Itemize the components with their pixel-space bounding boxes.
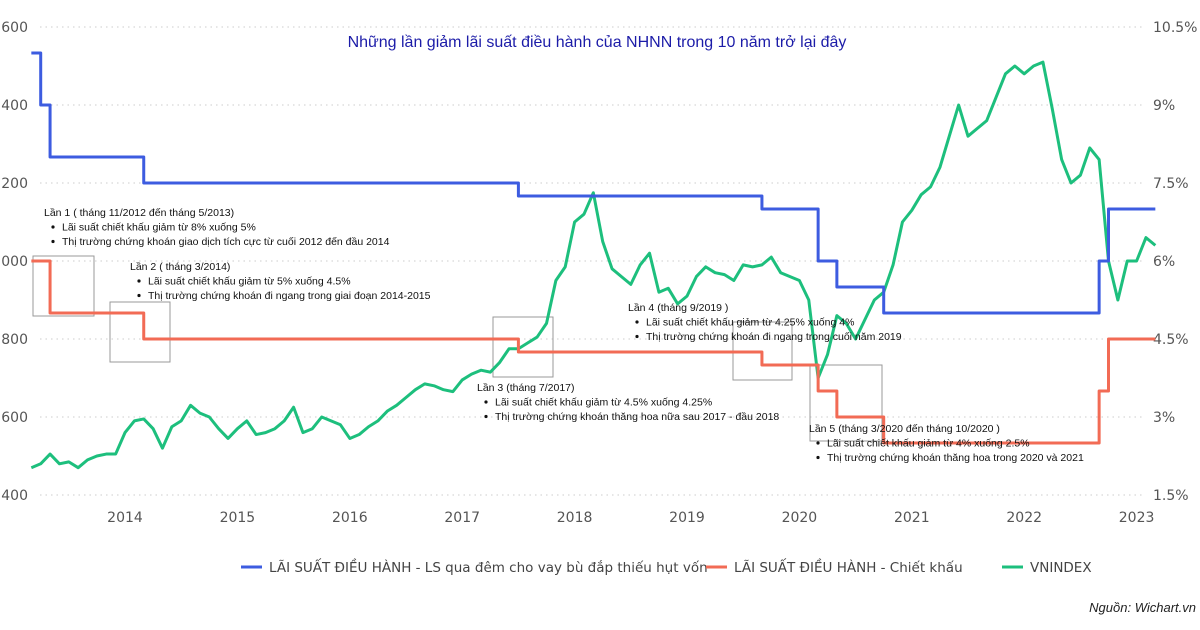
annotation-box-5: [809, 364, 883, 442]
bullet: [137, 293, 141, 298]
bullet: [816, 441, 820, 445]
x-tick-label: 2015: [220, 510, 256, 526]
series-line-2: [31, 259, 1156, 445]
annotation-heading: Lần 2 ( tháng 3/2014): [130, 261, 230, 273]
annotation-heading: Lần 3 (tháng 7/2017): [477, 382, 575, 394]
annotation-bullet: Thị trường chứng khoán giao dịch tích cự…: [62, 236, 390, 248]
annotation-bullet: Lãi suất chiết khấu giảm từ 4.25% xuống …: [646, 317, 854, 329]
y-left-tick-label: 1,400: [0, 98, 28, 114]
annotations: Lần 1 ( tháng 11/2012 đến tháng 5/2013) L…: [44, 207, 1084, 464]
y-axis-left: 1,600 1,400 1,200 1,000 800 600 400: [0, 20, 28, 504]
bullet: [51, 239, 55, 244]
x-tick-label: 2019: [669, 510, 705, 526]
bullet: [484, 414, 488, 419]
y-left-tick-label: 800: [1, 332, 28, 348]
y-right-tick-label: 7.5%: [1153, 176, 1189, 192]
annotation-bullet: Lãi suất chiết khấu giảm từ 8% xuống 5%: [62, 222, 256, 234]
y-left-tick-label: 1,200: [0, 176, 28, 192]
annotation-1: Lần 1 ( tháng 11/2012 đến tháng 5/2013) L…: [44, 207, 390, 248]
bullet: [635, 320, 639, 324]
y-left-tick-label: 1,000: [0, 254, 28, 270]
x-tick-label: 2017: [444, 510, 480, 526]
chart-title: Những lần giảm lãi suất điều hành của NH…: [348, 34, 847, 51]
legend-label: LÃI SUẤT ĐIỀU HÀNH - LS qua đêm cho vay …: [269, 557, 708, 576]
y-right-tick-label: 10.5%: [1153, 20, 1197, 36]
y-right-tick-label: 4.5%: [1153, 332, 1189, 348]
annotation-box-2: [109, 301, 171, 363]
y-right-tick-label: 1.5%: [1153, 488, 1189, 504]
annotation-bullet: Lãi suất chiết khấu giảm từ 4% xuống 2.5…: [827, 438, 1030, 450]
series-lines: [30, 51, 1157, 470]
legend-label: LÃI SUẤT ĐIỀU HÀNH - Chiết khấu: [734, 557, 963, 576]
y-left-tick-label: 1,600: [0, 20, 28, 36]
x-tick-label: 2020: [782, 510, 818, 526]
x-tick-label: 2023: [1119, 510, 1155, 526]
annotation-heading: Lần 5 (tháng 3/2020 đến tháng 10/2020 ): [809, 423, 1000, 435]
annotation-bullet: Thị trường chứng khoán đi ngang trong gi…: [148, 290, 431, 302]
bullet: [51, 225, 55, 229]
annotation-5: Lần 5 (tháng 3/2020 đến tháng 10/2020 ) L…: [809, 423, 1084, 464]
annotation-box-1: [32, 255, 95, 317]
annotation-3: Lần 3 (tháng 7/2017) Lãi suất chiết khấu …: [477, 382, 779, 423]
x-axis: 2014 2015 2016 2017 2018 2019 2020 2021 2022 2023: [107, 510, 1154, 526]
annotation-bullet: Lãi suất chiết khấu giảm từ 5% xuống 4.5…: [148, 276, 351, 288]
bullet: [816, 455, 820, 460]
bullet: [635, 334, 639, 339]
x-tick-label: 2014: [107, 510, 143, 526]
x-tick-label: 2021: [894, 510, 930, 526]
series-line-1: [31, 51, 1156, 315]
annotation-bullet: Lãi suất chiết khấu giảm từ 4.5% xuống 4…: [495, 397, 712, 409]
y-left-tick-label: 400: [1, 488, 28, 504]
y-left-tick-label: 600: [1, 410, 28, 426]
bullet: [484, 400, 488, 404]
annotation-2: Lần 2 ( tháng 3/2014) Lãi suất chiết khấu…: [130, 261, 431, 302]
y-right-tick-label: 6%: [1153, 254, 1175, 270]
bullet: [137, 279, 141, 283]
series-line-3: [30, 60, 1157, 470]
y-axis-right: 10.5% 9% 7.5% 6% 4.5% 3% 1.5%: [1153, 20, 1197, 504]
x-tick-label: 2018: [557, 510, 593, 526]
annotation-bullet: Thị trường chứng khoán thăng hoa nữa sau…: [495, 411, 779, 423]
annotation-bullet: Thị trường chứng khoán thăng hoa trong 2…: [827, 452, 1084, 464]
legend-label: VNINDEX: [1030, 560, 1092, 576]
annotation-heading: Lần 4 (tháng 9/2019 ): [628, 302, 728, 314]
y-right-tick-label: 3%: [1153, 410, 1175, 426]
x-tick-label: 2022: [1006, 510, 1042, 526]
annotation-bullet: Thị trường chứng khoán đi ngang trong cu…: [646, 331, 902, 343]
annotation-4: Lần 4 (tháng 9/2019 ) Lãi suất chiết khấu…: [628, 302, 902, 343]
annotation-box-3: [492, 316, 554, 378]
legend: LÃI SUẤT ĐIỀU HÀNH - LS qua đêm cho vay …: [241, 557, 1092, 576]
annotation-heading: Lần 1 ( tháng 11/2012 đến tháng 5/2013): [44, 207, 234, 219]
x-tick-label: 2016: [332, 510, 368, 526]
y-right-tick-label: 9%: [1153, 98, 1175, 114]
source-note: Nguồn: Wichart.vn: [1089, 600, 1196, 615]
